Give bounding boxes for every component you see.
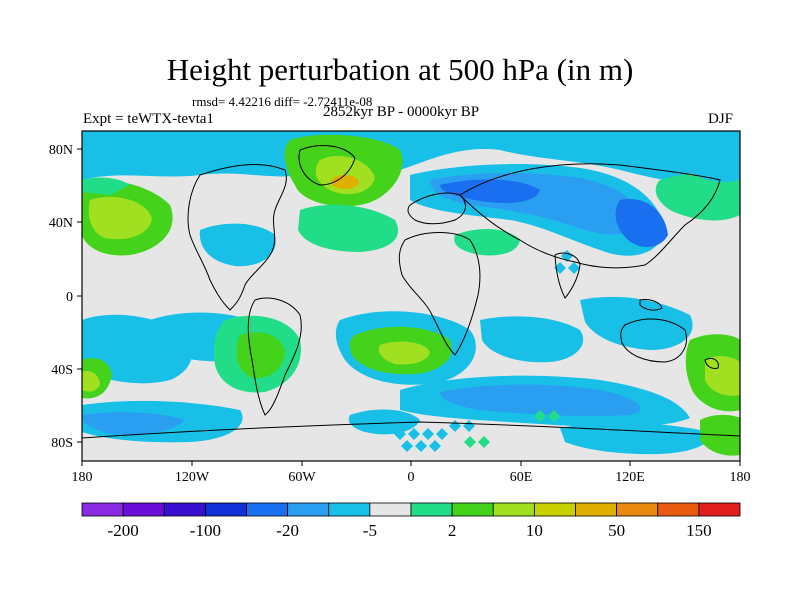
period-label: 2852kyr BP - 0000kyr BP: [323, 104, 480, 120]
colorbar-box: [246, 502, 289, 517]
colorbar-box: [616, 502, 659, 517]
x-tick-label: 180: [730, 470, 751, 485]
colorbar-box: [575, 502, 618, 517]
x-tick-label: 120W: [175, 470, 210, 485]
colorbar-box: [492, 502, 535, 517]
x-tick-label: 0: [408, 470, 415, 485]
y-axis-labels: 80N 40N 0 40S 80S: [49, 143, 73, 451]
colorbar-box: [410, 502, 453, 517]
x-tick-label: 60E: [510, 470, 533, 485]
colorbar-box: [81, 502, 124, 517]
y-tick-label: 0: [66, 290, 73, 305]
colorbar-box: [328, 502, 371, 517]
x-tick-label: 180: [72, 470, 93, 485]
colorbar-tick-label: 2: [448, 521, 457, 540]
colorbar-tick-label: -5: [363, 521, 377, 540]
y-tick-label: 40N: [49, 216, 73, 231]
colorbar-box: [451, 502, 494, 517]
map-title: Height perturbation at 500 hPa (in m): [166, 52, 634, 87]
x-tick-label: 60W: [288, 470, 316, 485]
coastlines: [82, 145, 740, 439]
colorbar-tick-label: 10: [526, 521, 543, 540]
colorbar-tick-label: -200: [108, 521, 139, 540]
stats-line: rmsd= 4.42216 diff= -2.72411e-08: [192, 94, 373, 109]
anomaly-field: [82, 131, 740, 461]
colorbar: [81, 502, 741, 517]
y-tick-label: 40S: [51, 363, 73, 378]
x-axis-labels: 180 120W 60W 0 60E 120E 180: [72, 470, 751, 485]
colorbar-tick-label: 150: [686, 521, 712, 540]
colorbar-tick-label: -20: [276, 521, 299, 540]
colorbar-labels: -200 -100 -20 -5 2 10 50 150: [108, 521, 712, 540]
colorbar-tick-label: 50: [608, 521, 625, 540]
colorbar-box: [533, 502, 576, 517]
x-tick-label: 120E: [615, 470, 645, 485]
y-tick-label: 80S: [51, 436, 73, 451]
colorbar-box: [698, 502, 741, 517]
colorbar-box: [204, 502, 247, 517]
axis-ticks: [77, 148, 741, 466]
colorbar-box: [657, 502, 700, 517]
y-tick-label: 80N: [49, 143, 73, 158]
season-label: DJF: [708, 111, 734, 127]
colorbar-box: [287, 502, 330, 517]
colorbar-box: [163, 502, 206, 517]
colorbar-box: [369, 502, 412, 517]
experiment-label: Expt = teWTX-tevta1: [83, 111, 214, 127]
colorbar-box: [122, 502, 165, 517]
colorbar-tick-label: -100: [190, 521, 221, 540]
